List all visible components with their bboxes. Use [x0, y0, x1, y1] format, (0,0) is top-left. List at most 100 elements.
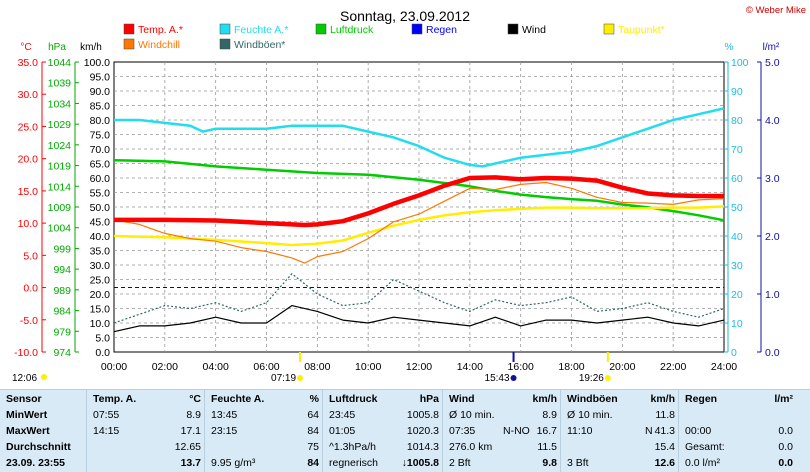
x-tick-label: 16:00 — [508, 361, 534, 373]
wind-tick-label: 15.0 — [90, 304, 111, 316]
statistics-table: Sensor MinWert MaxWert Durchschnitt 23.0… — [0, 389, 810, 472]
humidity-tick-label: 50 — [731, 202, 743, 214]
series-line — [113, 305, 725, 333]
stats-col-temp: Temp. A. °C 07:55 8.9 14:15 17.1 12.65 13.7 — [86, 390, 205, 472]
x-tick-label: 24:00 — [711, 361, 737, 373]
legend-label: Wind — [522, 24, 546, 36]
legend-label: Windböen* — [234, 39, 285, 51]
pressure-tick-label: 1024 — [48, 140, 72, 152]
legend-swatch — [411, 23, 423, 35]
series-line — [113, 181, 725, 264]
x-tick-label: 08:00 — [304, 361, 330, 373]
humidity-tick-label: 0 — [731, 347, 737, 359]
event-label: 19:26 — [579, 373, 604, 384]
pressure-tick-label: 979 — [53, 326, 71, 338]
temp-unit: °C — [189, 393, 201, 405]
wind-tick-label: 100.0 — [84, 57, 110, 69]
pressure-forecast: regnerisch — [329, 457, 379, 469]
pressure-tick-label: 1034 — [48, 98, 72, 110]
rain-unit: l/m² — [774, 393, 793, 405]
temp-current: 13.7 — [180, 457, 201, 469]
legend-label: Feuchte A.* — [234, 24, 288, 36]
wind-tick-label: 65.0 — [90, 159, 111, 171]
legend-swatch — [603, 23, 615, 35]
wind-avg: 11.5 — [537, 441, 557, 453]
humidity-tick-label: 30 — [731, 260, 743, 272]
wind-unit-label: km/h — [80, 42, 102, 53]
legend-label: Temp. A.* — [138, 24, 183, 36]
stats-col-gust: Windböen km/h Ø 10 min. 11.8 11:10 N 41.3 15… — [560, 390, 679, 472]
pressure-avg: 1014.3 — [406, 441, 439, 453]
weather-chart: Sonntag, 23.09.2012 © Weber Mike Temp. A… — [12, 5, 806, 384]
pressure-max: 1020.3 — [406, 425, 439, 437]
pressure-tick-label: 984 — [53, 306, 71, 318]
temp-tick-label: -5.0 — [20, 315, 38, 327]
pressure-tick-label: 1019 — [48, 161, 72, 173]
stats-col-rain: Regen l/m² 00:00 0.0 Gesamt: 0.0 0.0 l/m² 0.… — [678, 390, 797, 472]
x-tick-label: 20:00 — [609, 361, 635, 373]
wind-tick-label: 50.0 — [90, 202, 111, 214]
rain-tick-label: 5.0 — [765, 57, 780, 69]
humidity-unit-label: % — [725, 42, 734, 53]
temp-unit-label: °C — [20, 42, 31, 53]
temp-head: Temp. A. — [93, 393, 137, 405]
event-dot — [510, 375, 517, 381]
humidity-tick-label: 20 — [731, 289, 743, 301]
axis-unit-labels: °C hPa km/h % l/m² — [20, 42, 780, 53]
humidity-tick-label: 60 — [731, 173, 743, 185]
wind-tick-label: 10.0 — [90, 318, 111, 330]
wind-head: Wind — [449, 393, 475, 405]
wind-unit: km/h — [532, 393, 557, 405]
rain-today: 0.0 l/m² — [685, 457, 721, 469]
pressure-tick-label: 994 — [53, 264, 71, 276]
x-tick-label: 10:00 — [355, 361, 381, 373]
event-dot — [604, 375, 611, 381]
event-label: 12:06 — [12, 373, 37, 384]
wind-max: 16.7 — [536, 425, 557, 437]
humidity-tick-label: 70 — [731, 144, 743, 156]
wind-tick-label: 90.0 — [90, 86, 111, 98]
rain-unit-label: l/m² — [763, 42, 780, 53]
wind-tick-label: 85.0 — [90, 101, 111, 113]
humidity-head: Feuchte A. — [211, 393, 265, 405]
wind-tick-label: 25.0 — [90, 275, 111, 287]
gust-unit: km/h — [650, 393, 675, 405]
chart-title: Sonntag, 23.09.2012 — [340, 8, 470, 24]
pressure-current: ↓1005.8 — [401, 457, 439, 469]
temp-avg: 12.65 — [174, 441, 201, 453]
wind-beaufort: 2 Bft — [449, 457, 471, 469]
humidity-tick-label: 10 — [731, 318, 743, 330]
legend-swatch — [507, 23, 519, 35]
event-label: 07:19 — [271, 373, 296, 384]
temp-min: 8.9 — [186, 409, 201, 421]
legend-label: Regen — [426, 24, 457, 36]
series-line — [113, 273, 725, 324]
x-tick-label: 18:00 — [558, 361, 584, 373]
legend-swatch — [123, 38, 135, 50]
humidity-avg: 75 — [307, 441, 319, 453]
rain-max-time: 00:00 — [685, 425, 712, 437]
pressure-min: 1005.8 — [406, 409, 439, 421]
humidity-max-time: 23:15 — [211, 425, 238, 437]
wind-tick-label: 60.0 — [90, 173, 111, 185]
pressure-tick-label: 1044 — [48, 57, 72, 69]
event-markers: 12:06 07:19 15:43 19:26 — [12, 352, 611, 384]
pressure-tick-label: 974 — [53, 347, 71, 359]
row-label-avg: Durchschnitt — [6, 441, 71, 453]
stats-col-sensor: Sensor MinWert MaxWert Durchschnitt 23.0… — [0, 390, 86, 472]
pressure-unit: hPa — [419, 393, 439, 405]
pressure-unit-label: hPa — [48, 42, 66, 53]
temp-tick-label: -10.0 — [14, 347, 38, 359]
humidity-tick-label: 40 — [731, 231, 743, 243]
gust-beaufort: 3 Bft — [567, 457, 589, 469]
pressure-tick-label: 1039 — [48, 78, 72, 90]
row-label-current: 23.09. 23:55 — [6, 457, 65, 469]
humidity-unit: % — [309, 393, 319, 405]
humidity-absolute: 9.95 g/m³ — [211, 457, 256, 469]
event-dot — [297, 375, 304, 381]
row-label-max: MaxWert — [6, 425, 50, 437]
legend-swatch — [315, 23, 327, 35]
series-line — [113, 205, 725, 247]
rain-tick-label: 0.0 — [765, 347, 780, 359]
legend-label: Windchill — [138, 39, 180, 51]
